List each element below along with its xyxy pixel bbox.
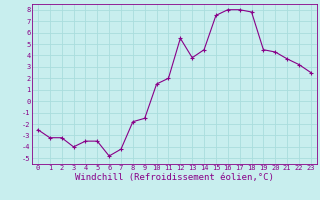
X-axis label: Windchill (Refroidissement éolien,°C): Windchill (Refroidissement éolien,°C)	[75, 173, 274, 182]
